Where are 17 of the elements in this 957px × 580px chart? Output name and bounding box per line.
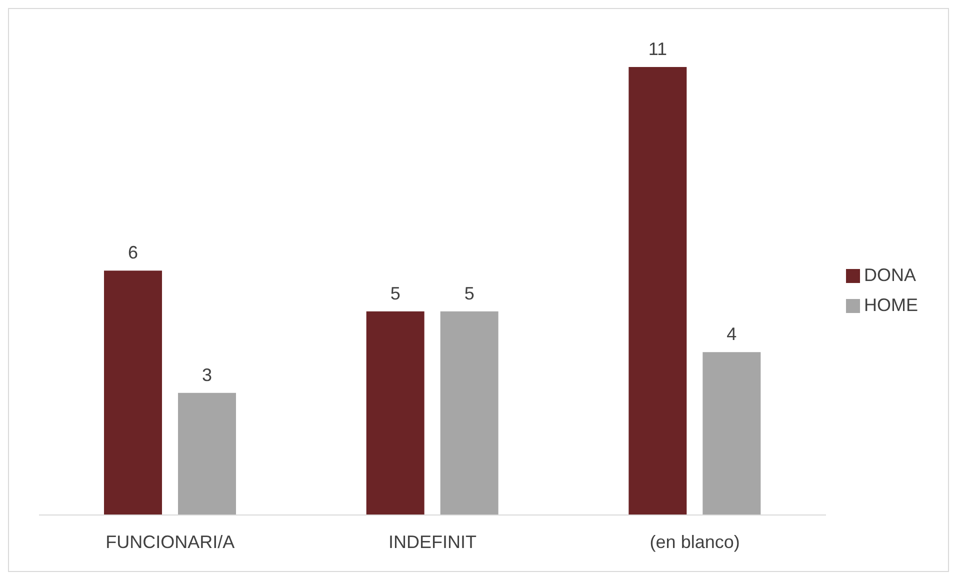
x-tick-label: INDEFINIT [388, 532, 476, 552]
data-label: 4 [726, 324, 737, 344]
data-label: 3 [202, 364, 212, 385]
x-tick-label: FUNCIONARI/A [106, 532, 235, 552]
bar [366, 311, 424, 515]
data-label: 5 [464, 283, 474, 304]
data-label: 6 [128, 242, 138, 263]
legend-label: DONA [864, 265, 916, 285]
bar [104, 270, 162, 515]
bar [440, 311, 498, 515]
data-label: 11 [648, 39, 668, 59]
legend-label: HOME [864, 295, 918, 315]
x-tick-label: (en blanco) [650, 532, 740, 552]
data-label: 5 [390, 283, 400, 304]
bar [178, 392, 236, 515]
bar [628, 67, 687, 515]
bar [702, 352, 761, 515]
